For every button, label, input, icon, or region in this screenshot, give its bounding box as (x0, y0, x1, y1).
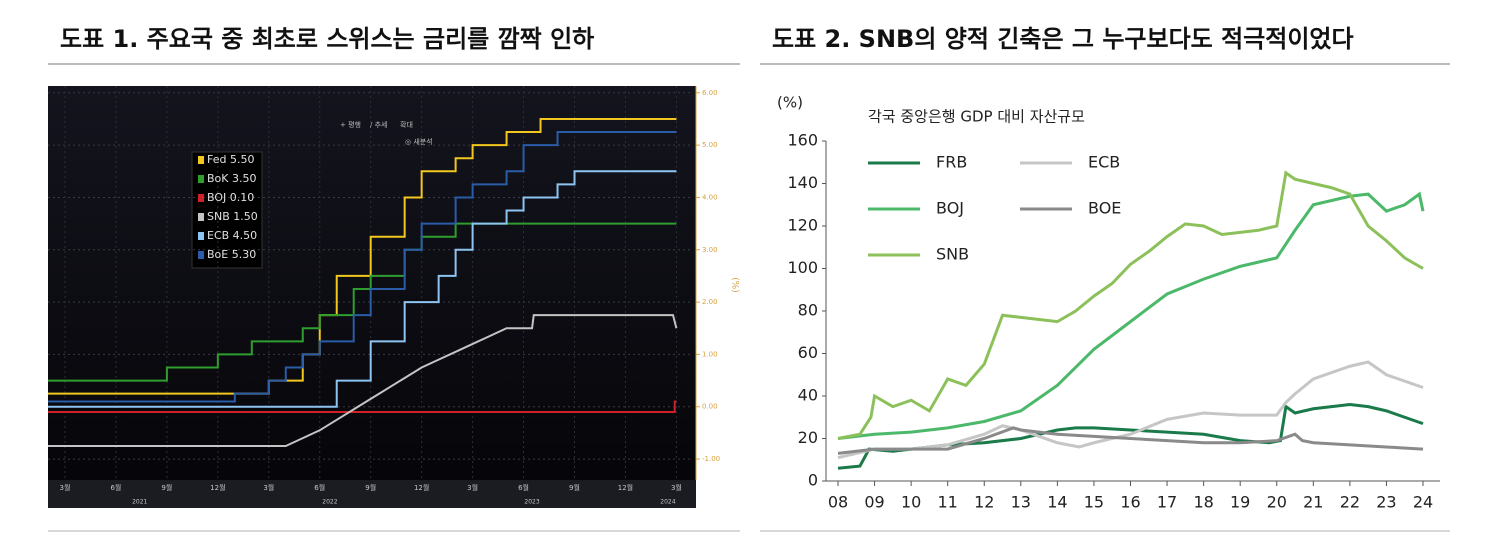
legend-label: BOJ 0.10 (207, 191, 254, 204)
series-line (837, 360, 1424, 460)
y-tick-label: 0.00 (702, 403, 718, 411)
legend-label: BoE 5.30 (207, 248, 256, 261)
legend-swatch (198, 251, 204, 259)
x-tick-label: 08 (828, 493, 848, 512)
x-tick-label: 15 (1084, 493, 1104, 512)
legend-label: ECB (1088, 153, 1120, 172)
toolbar-item: 확대 (400, 120, 413, 129)
legend-swatch (198, 156, 204, 164)
x-tick-label: 6월 (518, 483, 529, 492)
legend-label: SNB (936, 245, 969, 264)
x-tick-label: 22 (1340, 493, 1360, 512)
series-line (837, 402, 1424, 470)
x-tick-label: 09 (864, 493, 884, 512)
y-tick-label: 4.00 (702, 193, 718, 201)
legend-label: Fed 5.50 (207, 153, 254, 166)
series-line (48, 131, 677, 403)
y-tick-label: 20 (798, 428, 818, 447)
x-tick-label: 16 (1120, 493, 1140, 512)
y-tick-label: 3.00 (702, 246, 718, 254)
y-axis-label: (%) (730, 277, 740, 293)
x-tick-label: 9월 (365, 483, 376, 492)
x-tick-label: 11 (938, 493, 958, 512)
series-line (48, 314, 678, 447)
x-tick-label: 12 (974, 493, 994, 512)
y-tick-label: 100 (787, 258, 818, 277)
y-tick-label: -1.00 (702, 455, 720, 463)
chart-subtitle: 각국 중앙은행 GDP 대비 자산규모 (868, 108, 1085, 126)
year-label: 2024 (660, 499, 675, 506)
y-tick-label: 140 (787, 173, 818, 192)
x-tick-label: 21 (1303, 493, 1323, 512)
x-axis-band (48, 480, 696, 508)
toolbar-item: + 평행 (340, 120, 361, 129)
series-line (837, 426, 1424, 455)
legend-label: BOE (1088, 199, 1121, 218)
y-tick-label: 2.00 (702, 298, 718, 306)
legend-swatch (198, 232, 204, 240)
chart-title: 도표 1. 주요국 중 최초로 스위스는 금리를 깜짝 인하 (60, 25, 594, 53)
chart-title: 도표 2. SNB의 양적 긴축은 그 누구보다도 적극적이었다 (772, 25, 1354, 53)
x-tick-label: 3월 (263, 483, 274, 492)
y-tick-label: 80 (798, 301, 818, 320)
y-tick-label: 160 (787, 131, 818, 150)
y-tick-label: 0 (808, 471, 818, 490)
x-tick-label: 17 (1157, 493, 1177, 512)
y-tick-label: 1.00 (702, 350, 718, 358)
series-line (48, 400, 677, 413)
x-tick-label: 9월 (161, 483, 172, 492)
x-tick-label: 6월 (314, 483, 325, 492)
x-tick-label: 10 (901, 493, 921, 512)
series-line (48, 170, 677, 408)
x-tick-label: 18 (1193, 493, 1213, 512)
legend-swatch (198, 175, 204, 183)
legend-label: ECB 4.50 (207, 229, 257, 242)
x-tick-label: 23 (1376, 493, 1396, 512)
series-line (837, 191, 1425, 440)
x-tick-label: 13 (1011, 493, 1031, 512)
toolbar-item: / 추세 (370, 120, 387, 129)
y-tick-label: 6.00 (702, 89, 718, 97)
legend-label: FRB (936, 153, 967, 172)
legend-label: BOJ (936, 199, 964, 218)
y-tick-label: 40 (798, 386, 818, 405)
x-tick-label: 6월 (110, 483, 121, 492)
x-tick-label: 3월 (60, 483, 71, 492)
x-tick-label: 24 (1413, 493, 1433, 512)
legend-swatch (198, 194, 204, 202)
year-label: 2023 (524, 499, 539, 506)
x-tick-label: 3월 (671, 483, 682, 492)
x-tick-label: 20 (1267, 493, 1287, 512)
x-tick-label: 3월 (467, 483, 478, 492)
y-tick-label: 60 (798, 343, 818, 362)
x-tick-label: 12월 (210, 483, 225, 492)
year-label: 2022 (322, 499, 337, 506)
y-tick-label: 120 (787, 216, 818, 235)
legend-label: BoK 3.50 (207, 172, 256, 185)
x-tick-label: 12월 (618, 483, 633, 492)
y-tick-label: 5.00 (702, 141, 718, 149)
series-line (837, 170, 1424, 440)
x-tick-label: 14 (1047, 493, 1067, 512)
chart-background (48, 86, 696, 508)
toolbar-item: ◎ 새분석 (405, 137, 433, 146)
legend-box (191, 151, 263, 269)
x-tick-label: 12월 (414, 483, 429, 492)
legend-swatch (198, 213, 204, 221)
y-axis-label: (%) (777, 94, 803, 112)
x-tick-label: 19 (1230, 493, 1250, 512)
year-label: 2021 (132, 499, 147, 506)
x-tick-label: 9월 (569, 483, 580, 492)
legend-label: SNB 1.50 (207, 210, 258, 223)
